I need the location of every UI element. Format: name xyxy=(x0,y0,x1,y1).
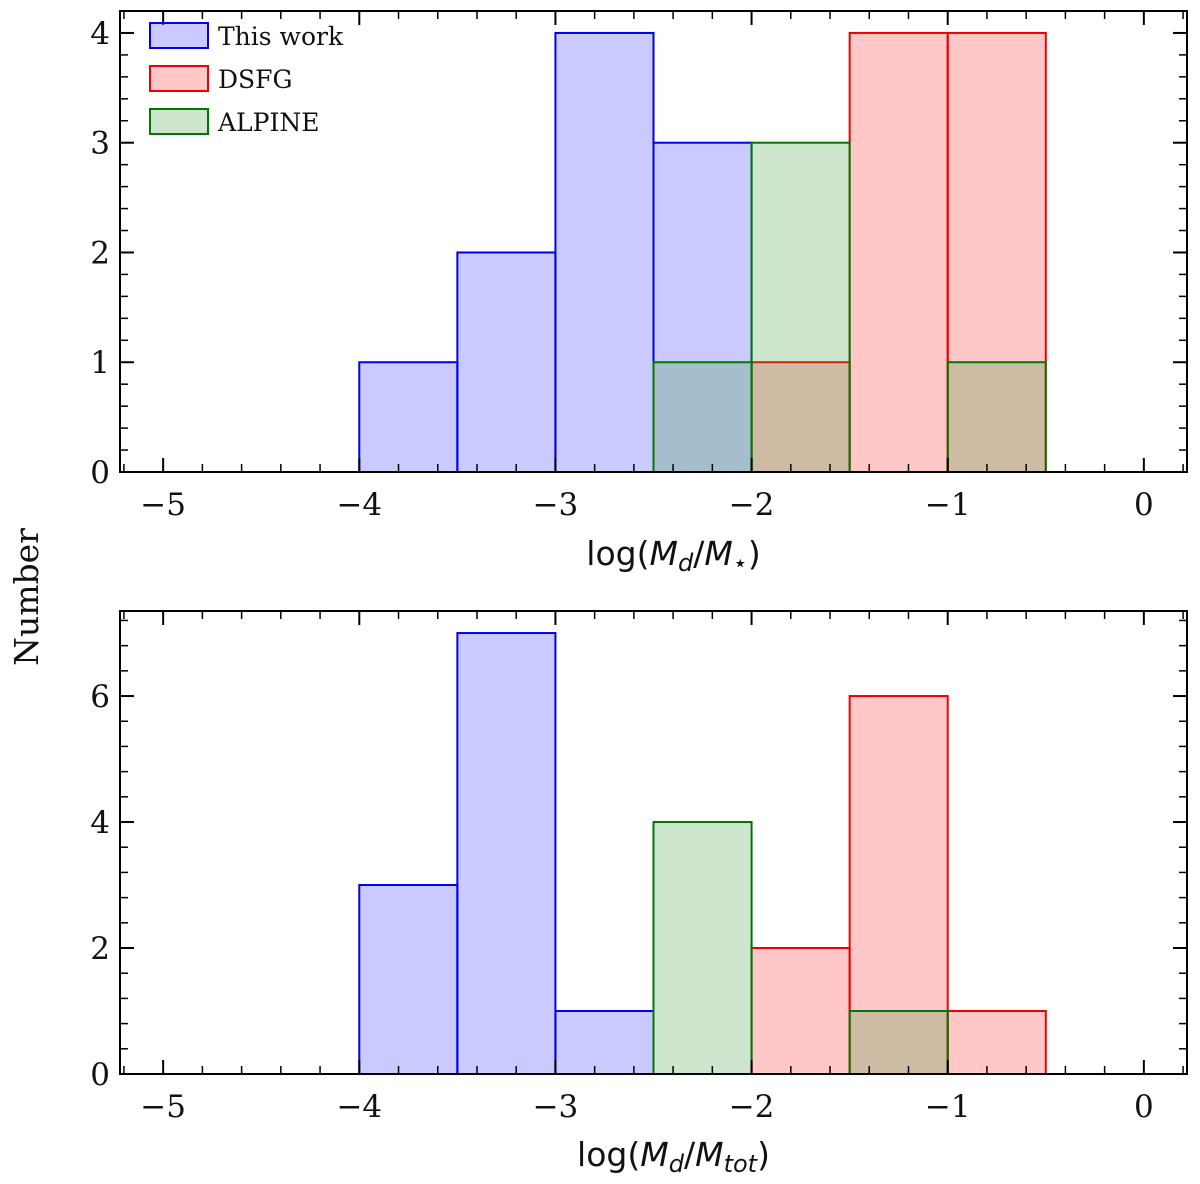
bar-this-work-0 xyxy=(358,361,459,473)
x-tick-label: −3 xyxy=(533,1089,579,1125)
bar-this-work-1 xyxy=(456,251,557,473)
bar-alpine-5 xyxy=(848,1010,949,1075)
y-tick-label: 3 xyxy=(90,126,110,162)
x-axis-label-part: log( xyxy=(586,534,649,573)
x-tick-label: −2 xyxy=(729,1089,775,1125)
x-axis-label: log(Md/M⋆) xyxy=(586,534,760,577)
x-axis-label-part: M xyxy=(640,1135,668,1174)
x-axis-label-part: M xyxy=(695,1135,723,1174)
bar-alpine-3 xyxy=(652,361,753,473)
legend: This work DSFG ALPINE xyxy=(149,22,344,137)
x-axis-label: log(Md/Mtot) xyxy=(577,1135,770,1178)
x-tick-label: −4 xyxy=(336,1089,382,1125)
x-tick-label: −5 xyxy=(140,487,186,523)
y-tick-label: 2 xyxy=(90,931,110,967)
bar-this-work-3 xyxy=(652,141,753,473)
bar-this-work-2 xyxy=(554,31,655,473)
x-axis-label-part: M xyxy=(704,534,732,573)
bar-alpine-3 xyxy=(652,821,753,1076)
x-tick-label: 0 xyxy=(1134,487,1154,523)
x-axis-label-part: ⋆ xyxy=(733,549,748,577)
x-axis-label-part: / xyxy=(693,534,705,573)
plot-frame xyxy=(119,610,1188,1075)
bar-dsfg-4 xyxy=(750,361,851,473)
x-tick-label: −1 xyxy=(925,487,971,523)
bar-dsfg-6 xyxy=(946,1010,1047,1075)
bar-alpine-6 xyxy=(946,361,1047,473)
x-tick-label: −2 xyxy=(729,487,775,523)
y-axis-label: Number xyxy=(7,528,46,666)
x-tick-label: −1 xyxy=(925,1089,971,1125)
x-tick-label: 0 xyxy=(1134,1089,1154,1125)
y-tick-label: 2 xyxy=(90,235,110,271)
legend-label: ALPINE xyxy=(217,108,319,137)
bar-this-work-2 xyxy=(554,1010,655,1075)
y-tick-label: 1 xyxy=(90,345,110,381)
x-axis-label-part: M xyxy=(649,534,677,573)
bar-dsfg-6 xyxy=(946,31,1047,473)
x-axis-label-part: log( xyxy=(577,1135,640,1174)
bar-alpine-4 xyxy=(750,141,851,473)
x-axis-label-part: d xyxy=(669,1150,685,1178)
y-tick-label: 4 xyxy=(90,805,110,841)
legend-label: DSFG xyxy=(218,65,293,94)
x-axis-label-part: tot xyxy=(724,1150,759,1178)
legend-swatch xyxy=(149,108,209,135)
plot-frame xyxy=(119,10,1188,473)
bar-this-work-1 xyxy=(456,632,557,1075)
y-tick-label: 4 xyxy=(90,16,110,52)
bar-dsfg-4 xyxy=(750,947,851,1076)
legend-swatch xyxy=(149,65,209,92)
y-tick-label: 6 xyxy=(90,679,110,715)
x-axis-label-part: / xyxy=(684,1135,696,1174)
x-axis-label-part: d xyxy=(678,549,694,577)
x-axis-label-part: ) xyxy=(748,534,761,573)
x-tick-label: −5 xyxy=(140,1089,186,1125)
y-tick-label: 0 xyxy=(90,455,110,491)
bar-this-work-0 xyxy=(358,884,459,1075)
x-tick-label: −4 xyxy=(336,487,382,523)
legend-swatch xyxy=(149,22,209,49)
x-tick-label: −3 xyxy=(533,487,579,523)
x-axis-label-part: ) xyxy=(757,1135,770,1174)
legend-label: This work xyxy=(218,22,344,51)
y-tick-label: 0 xyxy=(90,1057,110,1093)
bar-dsfg-5 xyxy=(848,31,949,473)
